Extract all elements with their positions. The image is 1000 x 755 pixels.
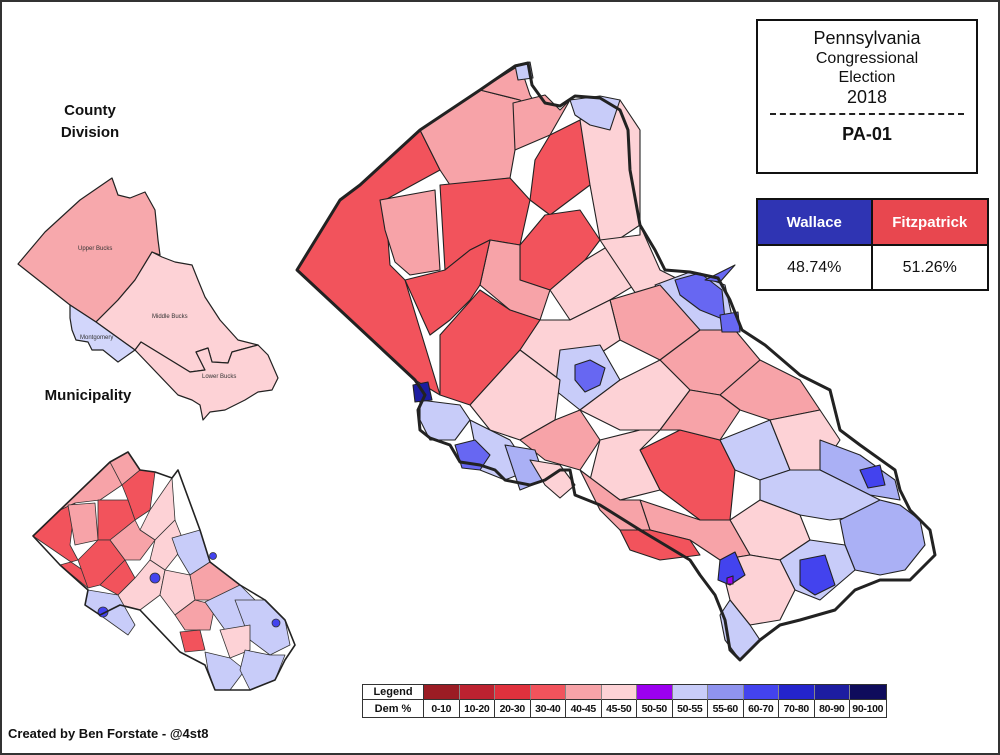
results-table: Wallace Fitzpatrick 48.74% 51.26%	[756, 198, 989, 291]
municipality-title: Municipality	[44, 387, 132, 404]
legend-title: Legend	[363, 685, 424, 700]
municipality-region[interactable]	[726, 575, 734, 585]
title-line2: Congressional	[815, 50, 919, 67]
candidate-rep-pct: 51.26%	[902, 258, 957, 276]
municipality-region[interactable]	[799, 554, 836, 596]
municipality-region[interactable]	[859, 464, 886, 489]
candidate-dem-pct: 48.74%	[758, 246, 873, 289]
region-montgomery[interactable]	[69, 304, 136, 363]
county-title-line1: County	[64, 102, 116, 119]
legend-range: 70-80	[779, 700, 815, 717]
legend-range: 40-45	[566, 700, 602, 717]
title-year: 2018	[846, 87, 888, 107]
municipality-region[interactable]	[579, 99, 641, 246]
region-lower-bucks[interactable]	[134, 341, 279, 421]
label-lower-bucks: Lower Bucks	[202, 374, 236, 380]
legend-swatch-55-60	[708, 685, 744, 700]
municipality-region[interactable]	[574, 359, 606, 393]
candidate-dem-name: Wallace	[758, 200, 873, 246]
label-montgomery: Montgomery	[80, 335, 113, 341]
municipality-region[interactable]	[717, 551, 746, 586]
legend-range: 20-30	[495, 700, 531, 717]
legend-swatch-45-50	[601, 685, 637, 700]
legend-swatch-50-55	[672, 685, 708, 700]
legend-range: 50-50	[637, 700, 673, 717]
county-division-map: Upper Bucks Middle Bucks Lower Bucks Mon…	[17, 177, 279, 421]
legend-range: 45-50	[602, 700, 637, 717]
municipality-region[interactable]	[419, 399, 471, 441]
municipality-region[interactable]	[404, 239, 491, 336]
legend-range: 50-55	[673, 700, 708, 717]
legend-swatch-10-20	[459, 685, 495, 700]
label-middle-bucks: Middle Bucks	[152, 314, 188, 320]
legend-range: 0-10	[424, 700, 460, 717]
legend-swatch-80-90	[814, 685, 850, 700]
legend-range: 30-40	[531, 700, 566, 717]
main-district-map	[295, 61, 937, 662]
district-outline	[295, 61, 937, 662]
legend-swatch-60-70	[743, 685, 779, 700]
legend-swatch-70-80	[779, 685, 815, 700]
label-upper-bucks: Upper Bucks	[78, 246, 112, 252]
district-label: PA-01	[842, 124, 892, 144]
legend-range: 55-60	[708, 700, 744, 717]
legend-swatch-30-40	[530, 685, 566, 700]
municipality-region[interactable]	[569, 95, 621, 131]
county-division-title: County Division	[30, 100, 150, 144]
legend-swatch-50-50	[637, 685, 673, 700]
legend-swatch-90-100	[850, 685, 886, 700]
title-box: Pennsylvania Congressional Election 2018…	[756, 19, 978, 174]
legend-range: 10-20	[460, 700, 495, 717]
legend-range: 60-70	[744, 700, 779, 717]
legend-row-label: Dem %	[363, 700, 424, 717]
municipality-map	[32, 451, 296, 691]
credit-text: Created by Ben Forstate - @4st8	[8, 726, 209, 741]
county-title-line2: Division	[60, 124, 120, 141]
candidate-rep-name: Fitzpatrick	[872, 200, 987, 246]
title-divider	[770, 113, 964, 115]
municipality-region[interactable]	[479, 239, 551, 321]
title-line3: Election	[838, 69, 896, 86]
title-state: Pennsylvania	[813, 28, 921, 48]
legend-swatch-0-10	[424, 685, 460, 700]
legend-range: 80-90	[815, 700, 850, 717]
legend-swatch-20-30	[495, 685, 531, 700]
municipality-region[interactable]	[719, 311, 741, 333]
legend-range: 90-100	[852, 702, 884, 715]
legend-swatch-40-45	[566, 685, 602, 700]
legend: Legend Dem % 0-10 10-20 20-30 30-40 40-4…	[362, 684, 887, 718]
municipality-region[interactable]	[659, 389, 741, 441]
municipality-region[interactable]	[379, 189, 441, 276]
